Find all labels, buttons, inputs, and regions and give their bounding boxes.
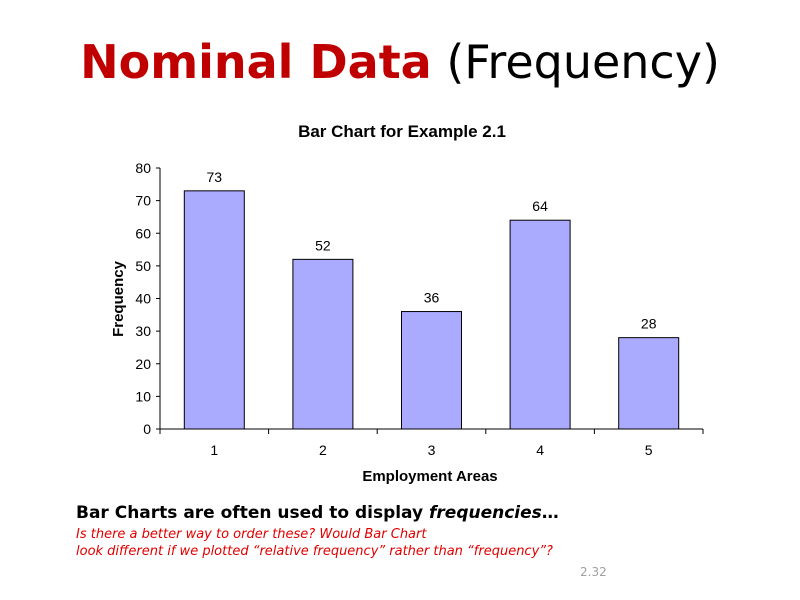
- y-tick-label: 40: [135, 291, 151, 307]
- bar: [183, 190, 245, 430]
- bar: [292, 258, 354, 430]
- data-label: 73: [207, 169, 223, 185]
- caption: Bar Charts are often used to display fre…: [76, 502, 776, 524]
- x-axis-title: Employment Areas: [362, 468, 497, 485]
- bar-chart: Bar Chart for Example 2.1 0 10 20 30 40 50 60 70…: [110, 122, 704, 485]
- data-label: 28: [641, 316, 657, 332]
- question-line-1: Is there a better way to order these? Wo…: [76, 527, 427, 542]
- y-tick-label: 20: [135, 356, 151, 372]
- x-tick-label: 3: [428, 442, 436, 458]
- x-tick-label: 4: [536, 442, 544, 458]
- y-tick-label: 60: [135, 225, 151, 241]
- y-tick-label: 30: [135, 323, 151, 339]
- data-label: 52: [315, 237, 331, 253]
- question-line-2: look different if we plotted “relative f…: [76, 544, 553, 559]
- slide-title-rest: (Frequency): [446, 35, 720, 89]
- chart-title: Bar Chart for Example 2.1: [298, 122, 506, 141]
- slide-title: Nominal Data (Frequency): [0, 30, 800, 94]
- question: Is there a better way to order these? Wo…: [76, 526, 776, 560]
- data-label: 36: [424, 290, 440, 306]
- y-tick-label: 10: [135, 388, 151, 404]
- caption-suffix: …: [541, 503, 559, 523]
- x-tick-label: 5: [645, 442, 653, 458]
- caption-emphasis: frequencies: [429, 503, 542, 523]
- y-tick-label: 70: [135, 193, 151, 209]
- bar: [401, 311, 462, 430]
- y-tick-label: 80: [135, 160, 151, 176]
- y-tick-label: 0: [143, 421, 151, 437]
- caption-prefix: Bar Charts are often used to display: [76, 503, 430, 523]
- bar: [509, 219, 571, 430]
- slide-title-strong: Nominal Data: [80, 35, 432, 89]
- y-tick-label: 50: [135, 258, 151, 274]
- y-axis-title: Frequency: [110, 260, 127, 337]
- x-tick-label: 2: [319, 442, 327, 458]
- bar: [618, 337, 680, 430]
- slide-number: 2.32: [580, 565, 607, 579]
- x-tick-label: 1: [210, 442, 218, 458]
- data-label: 64: [532, 198, 548, 214]
